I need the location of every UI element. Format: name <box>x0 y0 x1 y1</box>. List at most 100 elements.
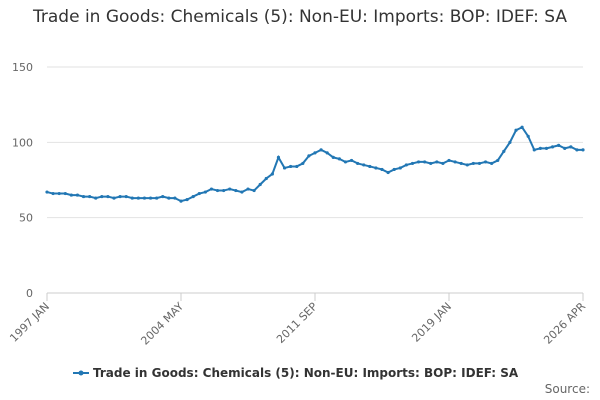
point <box>173 196 177 200</box>
point <box>81 194 86 199</box>
point <box>441 161 445 166</box>
point <box>246 187 250 191</box>
point <box>508 140 512 144</box>
x-tick-label: 2011 SEP <box>274 300 320 346</box>
point <box>240 190 244 194</box>
point <box>453 160 457 164</box>
point <box>45 190 49 194</box>
point <box>258 182 262 187</box>
point <box>88 194 92 199</box>
point <box>106 194 110 199</box>
point <box>569 145 573 149</box>
point <box>483 160 488 164</box>
point <box>520 125 524 129</box>
point <box>471 161 475 166</box>
point <box>331 155 335 159</box>
point <box>465 163 469 167</box>
point <box>575 148 579 152</box>
point <box>282 166 287 170</box>
point <box>514 128 518 132</box>
point <box>368 164 372 169</box>
point <box>161 194 165 199</box>
point <box>69 193 73 197</box>
point <box>557 143 561 147</box>
point <box>264 176 268 181</box>
point <box>142 196 147 200</box>
x-tick-label: 2019 JAN <box>409 300 454 345</box>
point <box>349 158 354 163</box>
point <box>63 191 67 196</box>
point <box>477 161 482 166</box>
point <box>75 193 80 197</box>
point <box>209 187 214 191</box>
point <box>185 197 189 202</box>
point <box>270 172 274 176</box>
point <box>416 160 421 164</box>
point <box>276 155 281 159</box>
point <box>362 163 366 167</box>
point <box>526 134 530 138</box>
point <box>502 149 506 153</box>
chart-title: Trade in Goods: Chemicals (5): Non-EU: I… <box>33 7 567 27</box>
point <box>307 154 311 158</box>
source: Source: <box>545 382 590 396</box>
point <box>51 191 55 196</box>
point <box>319 148 323 152</box>
point <box>215 188 220 193</box>
point <box>550 145 555 149</box>
point <box>234 188 238 193</box>
point <box>392 167 396 172</box>
point <box>337 157 341 161</box>
x-tick-label: 2026 APR <box>541 300 588 347</box>
point <box>459 161 463 166</box>
point <box>343 160 348 164</box>
point <box>179 199 183 203</box>
point <box>301 161 305 166</box>
y-tick-label: 0 <box>26 287 33 300</box>
y-tick-label: 150 <box>12 61 33 74</box>
point <box>435 160 439 164</box>
point <box>148 196 153 200</box>
point <box>295 164 299 169</box>
point <box>130 196 134 200</box>
point <box>136 196 140 200</box>
point <box>398 166 402 170</box>
point <box>203 190 207 194</box>
point <box>496 158 500 163</box>
point <box>94 196 98 200</box>
point <box>57 191 61 196</box>
point <box>197 191 201 196</box>
point <box>118 194 122 199</box>
point <box>544 146 549 150</box>
point <box>490 161 494 166</box>
point <box>538 146 542 150</box>
point <box>313 151 317 155</box>
point <box>167 196 171 200</box>
point <box>374 166 378 170</box>
point <box>380 167 384 172</box>
point <box>386 170 390 175</box>
x-tick-label: 2004 MAY <box>138 300 186 348</box>
point <box>423 160 427 164</box>
point <box>404 163 408 167</box>
point <box>447 158 451 163</box>
point <box>563 146 567 150</box>
y-tick-label: 100 <box>12 136 33 149</box>
point <box>155 196 159 200</box>
point <box>532 148 536 152</box>
x-tick-label: 1997 JAN <box>7 300 52 345</box>
point <box>581 148 585 152</box>
point <box>356 161 360 166</box>
y-tick-label: 50 <box>19 212 33 225</box>
point <box>410 161 415 166</box>
point <box>222 188 226 193</box>
legend-label: Trade in Goods: Chemicals (5): Non-EU: I… <box>93 366 519 380</box>
point <box>191 194 195 199</box>
point <box>112 196 116 200</box>
point <box>100 194 104 199</box>
point <box>228 187 232 191</box>
line <box>46 125 583 203</box>
point <box>289 164 293 169</box>
